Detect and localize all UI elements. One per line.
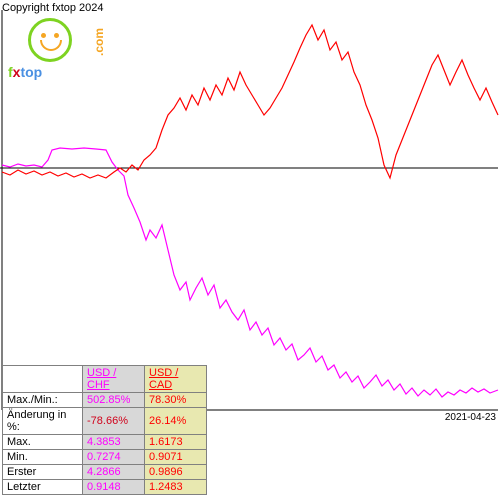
- value-usd-chf: 4.3853: [83, 435, 145, 450]
- table-row: Min.0.72740.9071: [3, 450, 207, 465]
- exchange-rate-chart: [0, 0, 500, 420]
- table-row: Letzter0.91481.2483: [3, 480, 207, 495]
- value-usd-chf: -78.66%: [83, 408, 145, 435]
- stats-table: USD / CHF USD / CAD Max./Min.:502.85%78.…: [2, 365, 207, 495]
- value-usd-cad: 78.30%: [145, 393, 207, 408]
- table-row: Erster4.28660.9896: [3, 465, 207, 480]
- row-label: Erster: [3, 465, 83, 480]
- table-header-row: USD / CHF USD / CAD: [3, 366, 207, 393]
- value-usd-cad: 0.9071: [145, 450, 207, 465]
- value-usd-chf: 0.9148: [83, 480, 145, 495]
- value-usd-chf: 0.7274: [83, 450, 145, 465]
- value-usd-cad: 26.14%: [145, 408, 207, 435]
- table-row: Max./Min.:502.85%78.30%: [3, 393, 207, 408]
- header-usd-cad[interactable]: USD / CAD: [145, 366, 207, 393]
- table-row: Änderung in %:-78.66%26.14%: [3, 408, 207, 435]
- row-label: Max.: [3, 435, 83, 450]
- header-blank: [3, 366, 83, 393]
- x-axis-end-label: 2021-04-23: [445, 412, 496, 423]
- value-usd-cad: 1.6173: [145, 435, 207, 450]
- value-usd-cad: 0.9896: [145, 465, 207, 480]
- value-usd-chf: 502.85%: [83, 393, 145, 408]
- row-label: Max./Min.:: [3, 393, 83, 408]
- table-row: Max.4.38531.6173: [3, 435, 207, 450]
- row-label: Letzter: [3, 480, 83, 495]
- value-usd-chf: 4.2866: [83, 465, 145, 480]
- value-usd-cad: 1.2483: [145, 480, 207, 495]
- row-label: Änderung in %:: [3, 408, 83, 435]
- header-usd-chf[interactable]: USD / CHF: [83, 366, 145, 393]
- row-label: Min.: [3, 450, 83, 465]
